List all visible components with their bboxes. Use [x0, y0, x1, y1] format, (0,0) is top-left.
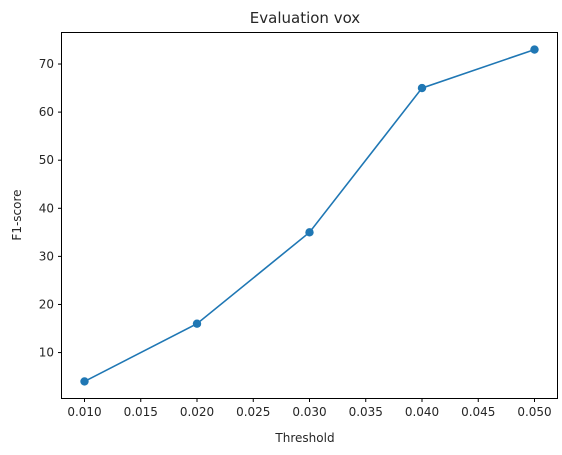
x-axis: 0.010 0.015 0.020 0.025 0.030 0.035 0.040 0.045… — [67, 398, 552, 419]
x-tick-label: 0.020 — [180, 405, 214, 419]
y-tick-label: 10 — [39, 346, 54, 360]
x-tick-label: 0.015 — [124, 405, 158, 419]
x-tick-label: 0.030 — [292, 405, 326, 419]
y-tick-label: 50 — [39, 153, 54, 167]
plot-area — [80, 45, 539, 386]
x-tick-label: 0.035 — [349, 405, 383, 419]
x-tick-label: 0.025 — [236, 405, 270, 419]
data-point — [530, 45, 539, 54]
chart-title: Evaluation vox — [250, 9, 361, 27]
x-tick-label: 0.050 — [517, 405, 551, 419]
data-point — [305, 228, 314, 237]
plot-frame — [61, 32, 558, 399]
data-point — [417, 83, 427, 93]
x-tick-label: 0.010 — [67, 405, 101, 419]
y-tick-label: 20 — [39, 297, 54, 311]
data-point — [80, 377, 89, 386]
x-tick-label: 0.045 — [461, 405, 495, 419]
y-tick-label: 60 — [39, 105, 54, 119]
y-axis: 10 20 30 40 50 60 70 — [39, 57, 62, 360]
series-line — [84, 48, 535, 383]
data-point — [192, 319, 202, 328]
x-axis-label: Threshold — [274, 431, 334, 445]
x-tick-label: 0.040 — [405, 405, 439, 419]
y-tick-label: 40 — [39, 201, 54, 215]
y-tick-label: 30 — [39, 249, 54, 263]
y-tick-label: 70 — [39, 57, 54, 71]
y-axis-label: F1-score — [10, 189, 24, 240]
